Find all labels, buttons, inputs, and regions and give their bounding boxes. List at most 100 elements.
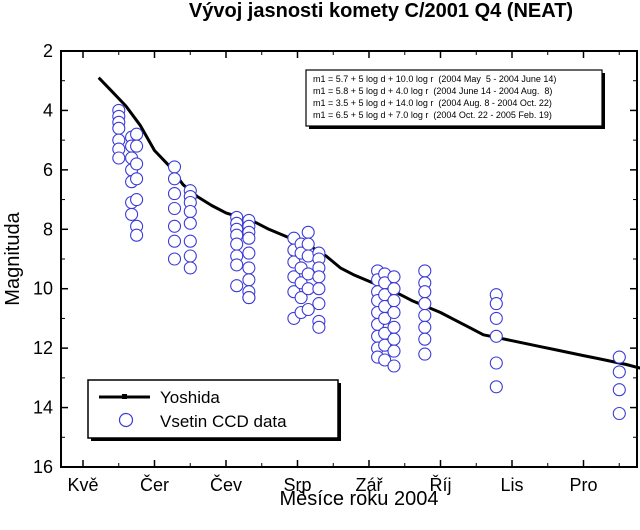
y-tick-label: 4 [43,100,53,120]
data-point [387,332,401,346]
data-point [378,338,392,352]
data-point [612,365,626,379]
data-point [489,356,503,370]
data-point [183,249,197,263]
data-point [612,406,626,421]
formula-line: m1 = 6.5 + 5 log d + 7.0 log r (2004 Oct… [313,110,552,120]
legend-label: Vsetin CCD data [160,412,287,431]
data-point [183,261,197,275]
data-point [418,297,432,311]
data-point [418,320,432,334]
data-point [112,151,126,165]
data-point [301,302,315,317]
data-point [130,193,144,207]
data-point [167,160,182,174]
data-point [167,252,182,266]
data-point [301,237,315,251]
data-point [125,207,139,221]
data-point [242,261,256,275]
x-tick-label: Čev [210,474,242,495]
chart-title: Vývoj jasnosti komety C/2001 Q4 (NEAT) [189,0,573,22]
data-point [612,350,626,364]
data-point [312,320,326,334]
data-point [301,249,315,263]
data-point [418,308,432,323]
data-point [418,347,432,361]
data-point [387,305,401,320]
y-axis: 2 4 6 8 10 12 14 16 [33,41,637,477]
y-tick-label: 8 [43,219,53,239]
data-point [230,237,244,251]
y-tick-label: 14 [33,398,53,418]
data-point [387,282,401,296]
data-point [312,297,326,311]
data-point [242,246,256,260]
data-point [387,344,401,358]
data-point [301,225,315,239]
data-point [489,380,503,394]
legend-marker-swatch [118,412,134,428]
data-point [242,273,256,287]
data-point [312,282,326,296]
data-point [301,267,315,281]
data-point [612,383,626,397]
data-point [130,127,144,141]
formula-line: m1 = 3.5 + 5 log d + 14.0 log r (2004 Au… [313,98,552,108]
legend-line-marker [122,394,127,399]
x-axis: Kvě Čer Čev Srp Zář Říj Lis Pro [67,51,620,495]
x-tick-label: Pro [569,475,597,495]
data-point [183,234,197,248]
data-point [312,270,326,284]
y-tick-label: 10 [33,279,53,299]
data-point [112,121,126,135]
x-tick-label: Srp [283,475,311,495]
data-point [167,201,182,216]
formula-box: m1 = 5.7 + 5 log d + 10.0 log r (2004 Ma… [305,69,605,129]
legend-shadow-bottom [91,438,341,441]
data-point [378,353,392,367]
data-point [130,139,144,153]
data-point [167,219,182,233]
data-point [183,216,197,230]
data-point [387,320,401,334]
vsetin-ccd-series [112,103,626,421]
formula-box-shadow-bottom [309,126,605,129]
x-tick-label: Čer [140,474,169,495]
data-point [489,297,503,311]
x-tick-label: Kvě [67,475,98,495]
legend: Yoshida Vsetin CCD data [87,379,341,441]
data-point [230,258,244,272]
y-tick-label: 2 [43,41,53,61]
x-tick-label: Zář [356,475,384,495]
x-axis-label: Měsíce roku 2004 [280,488,439,510]
data-point [167,172,182,186]
y-tick-label: 6 [43,160,53,180]
data-point [130,228,144,242]
data-point [378,311,392,325]
data-point [418,264,432,278]
legend-frame [87,379,339,439]
data-point [167,234,182,248]
y-tick-label: 12 [33,338,53,358]
y-axis-label: Magnituda [2,211,24,305]
data-point [418,332,432,346]
y-tick-label: 16 [33,457,53,477]
data-point [183,204,197,219]
data-point [418,285,432,299]
data-point [242,291,256,305]
formula-line: m1 = 5.8 + 5 log d + 4.0 log r (2004 Jun… [313,86,552,96]
x-tick-label: Říj [430,475,452,495]
x-tick-label: Lis [500,475,523,495]
data-point [387,359,401,373]
data-point [387,270,401,284]
data-point [489,311,503,325]
formula-line: m1 = 5.7 + 5 log d + 10.0 log r (2004 Ma… [313,74,556,84]
data-point [387,294,401,308]
legend-label: Yoshida [160,388,220,407]
data-point [167,187,182,201]
data-point [130,172,144,186]
data-point [294,291,308,305]
data-point [242,231,256,245]
data-point [130,157,144,171]
